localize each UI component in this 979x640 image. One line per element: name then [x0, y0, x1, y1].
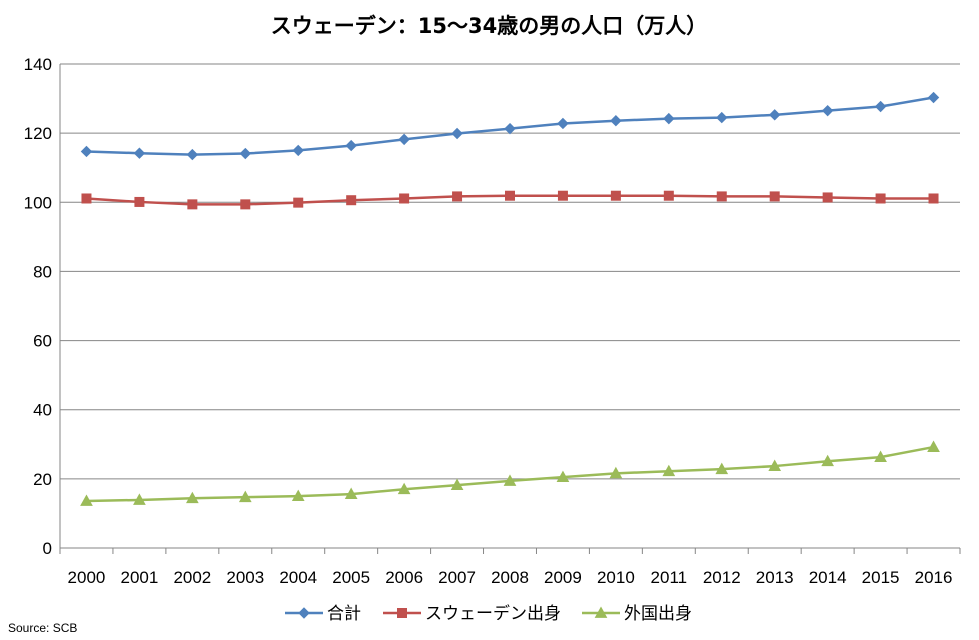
data-point [594, 606, 608, 618]
data-point [505, 190, 515, 201]
legend-item: スウェーデン出身 [383, 603, 561, 624]
data-point [504, 122, 516, 135]
data-point [716, 191, 727, 202]
series-2 [81, 190, 939, 210]
data-point [715, 462, 729, 475]
x-axis-ticks: 2000 2001 2002 2003 2004 2005 2006 2007 2008 2009… [68, 568, 953, 587]
x-tick-label: 2008 [491, 568, 529, 587]
x-tick-label: 2005 [332, 568, 370, 587]
data-point [292, 144, 304, 157]
y-tick-label: 100 [24, 193, 52, 212]
data-point [610, 190, 621, 201]
data-point [768, 459, 782, 471]
x-tick-label: 2009 [544, 568, 582, 587]
series-3 [80, 440, 940, 506]
x-tick-label: 2006 [385, 568, 423, 587]
data-point [662, 464, 676, 477]
data-point [874, 450, 887, 462]
data-point [186, 491, 199, 504]
data-point [398, 133, 410, 146]
data-point [821, 104, 834, 117]
data-point [875, 193, 886, 204]
data-point [291, 489, 305, 502]
x-tick-label: 2002 [173, 568, 211, 587]
legend-item: 外国出身 [582, 604, 692, 624]
data-point [451, 127, 463, 140]
legend-label: 外国出身 [624, 604, 692, 624]
data-point [81, 193, 92, 204]
series-line [86, 445, 934, 503]
x-tick-label: 2012 [703, 568, 741, 587]
data-point [822, 192, 833, 203]
data-point [610, 114, 622, 127]
axes [59, 64, 961, 554]
y-tick-label: 40 [33, 401, 52, 420]
data-point [133, 147, 146, 159]
x-tick-label: 2011 [651, 568, 688, 587]
y-tick-label: 60 [33, 332, 52, 351]
chart-title: スウェーデン：15～34歳の男の人口（万人） [271, 14, 707, 38]
data-point [397, 608, 407, 618]
x-tick-label: 2007 [438, 568, 476, 587]
x-tick-label: 2015 [862, 568, 900, 587]
data-point [186, 148, 199, 161]
data-point [556, 470, 570, 483]
series-group [80, 91, 940, 506]
x-tick-label: 2000 [68, 568, 106, 587]
data-point [240, 199, 251, 210]
data-point [345, 139, 357, 152]
x-tick-label: 2010 [597, 568, 635, 587]
data-point [450, 478, 464, 490]
data-point [346, 195, 357, 206]
x-tick-label: 2013 [756, 568, 794, 587]
data-point [503, 474, 517, 486]
source-note: Source: SCB [8, 621, 77, 635]
legend-label: スウェーデン出身 [425, 603, 561, 624]
data-point [80, 494, 93, 506]
y-axis-ticks: 0 20 40 60 80 100 120 140 [24, 55, 52, 558]
data-point [927, 91, 940, 104]
data-point [557, 117, 569, 130]
data-point [298, 607, 310, 619]
data-point [928, 193, 939, 204]
data-point [187, 199, 198, 210]
data-point [344, 487, 358, 499]
data-point [80, 145, 93, 158]
data-point [927, 440, 940, 452]
data-point [399, 193, 410, 204]
data-point [663, 112, 675, 125]
data-point [874, 100, 887, 113]
data-point [768, 109, 781, 121]
data-point [609, 466, 623, 479]
y-tick-label: 120 [24, 124, 52, 143]
data-point [239, 147, 252, 160]
data-point [238, 490, 252, 503]
data-point [134, 196, 145, 207]
series-1 [80, 91, 940, 161]
x-tick-label: 2001 [120, 568, 158, 587]
data-point [557, 190, 568, 201]
x-tick-label: 2003 [226, 568, 264, 587]
data-point [452, 191, 463, 202]
data-point [663, 190, 674, 201]
y-tick-label: 140 [24, 55, 52, 74]
data-point [293, 197, 304, 208]
x-tick-label: 2004 [279, 568, 317, 587]
data-point [133, 493, 146, 505]
x-tick-label: 2016 [915, 568, 953, 587]
data-point [716, 111, 728, 124]
data-point [397, 482, 411, 495]
y-tick-label: 20 [33, 470, 52, 489]
legend-label: 合計 [327, 604, 361, 624]
legend: 合計 スウェーデン出身 外国出身 [285, 603, 692, 624]
data-point [821, 454, 834, 467]
data-point [769, 191, 780, 202]
y-tick-label: 80 [33, 262, 52, 281]
x-tick-label: 2014 [809, 568, 847, 587]
legend-item: 合計 [285, 604, 361, 624]
y-tick-label: 0 [43, 539, 52, 558]
